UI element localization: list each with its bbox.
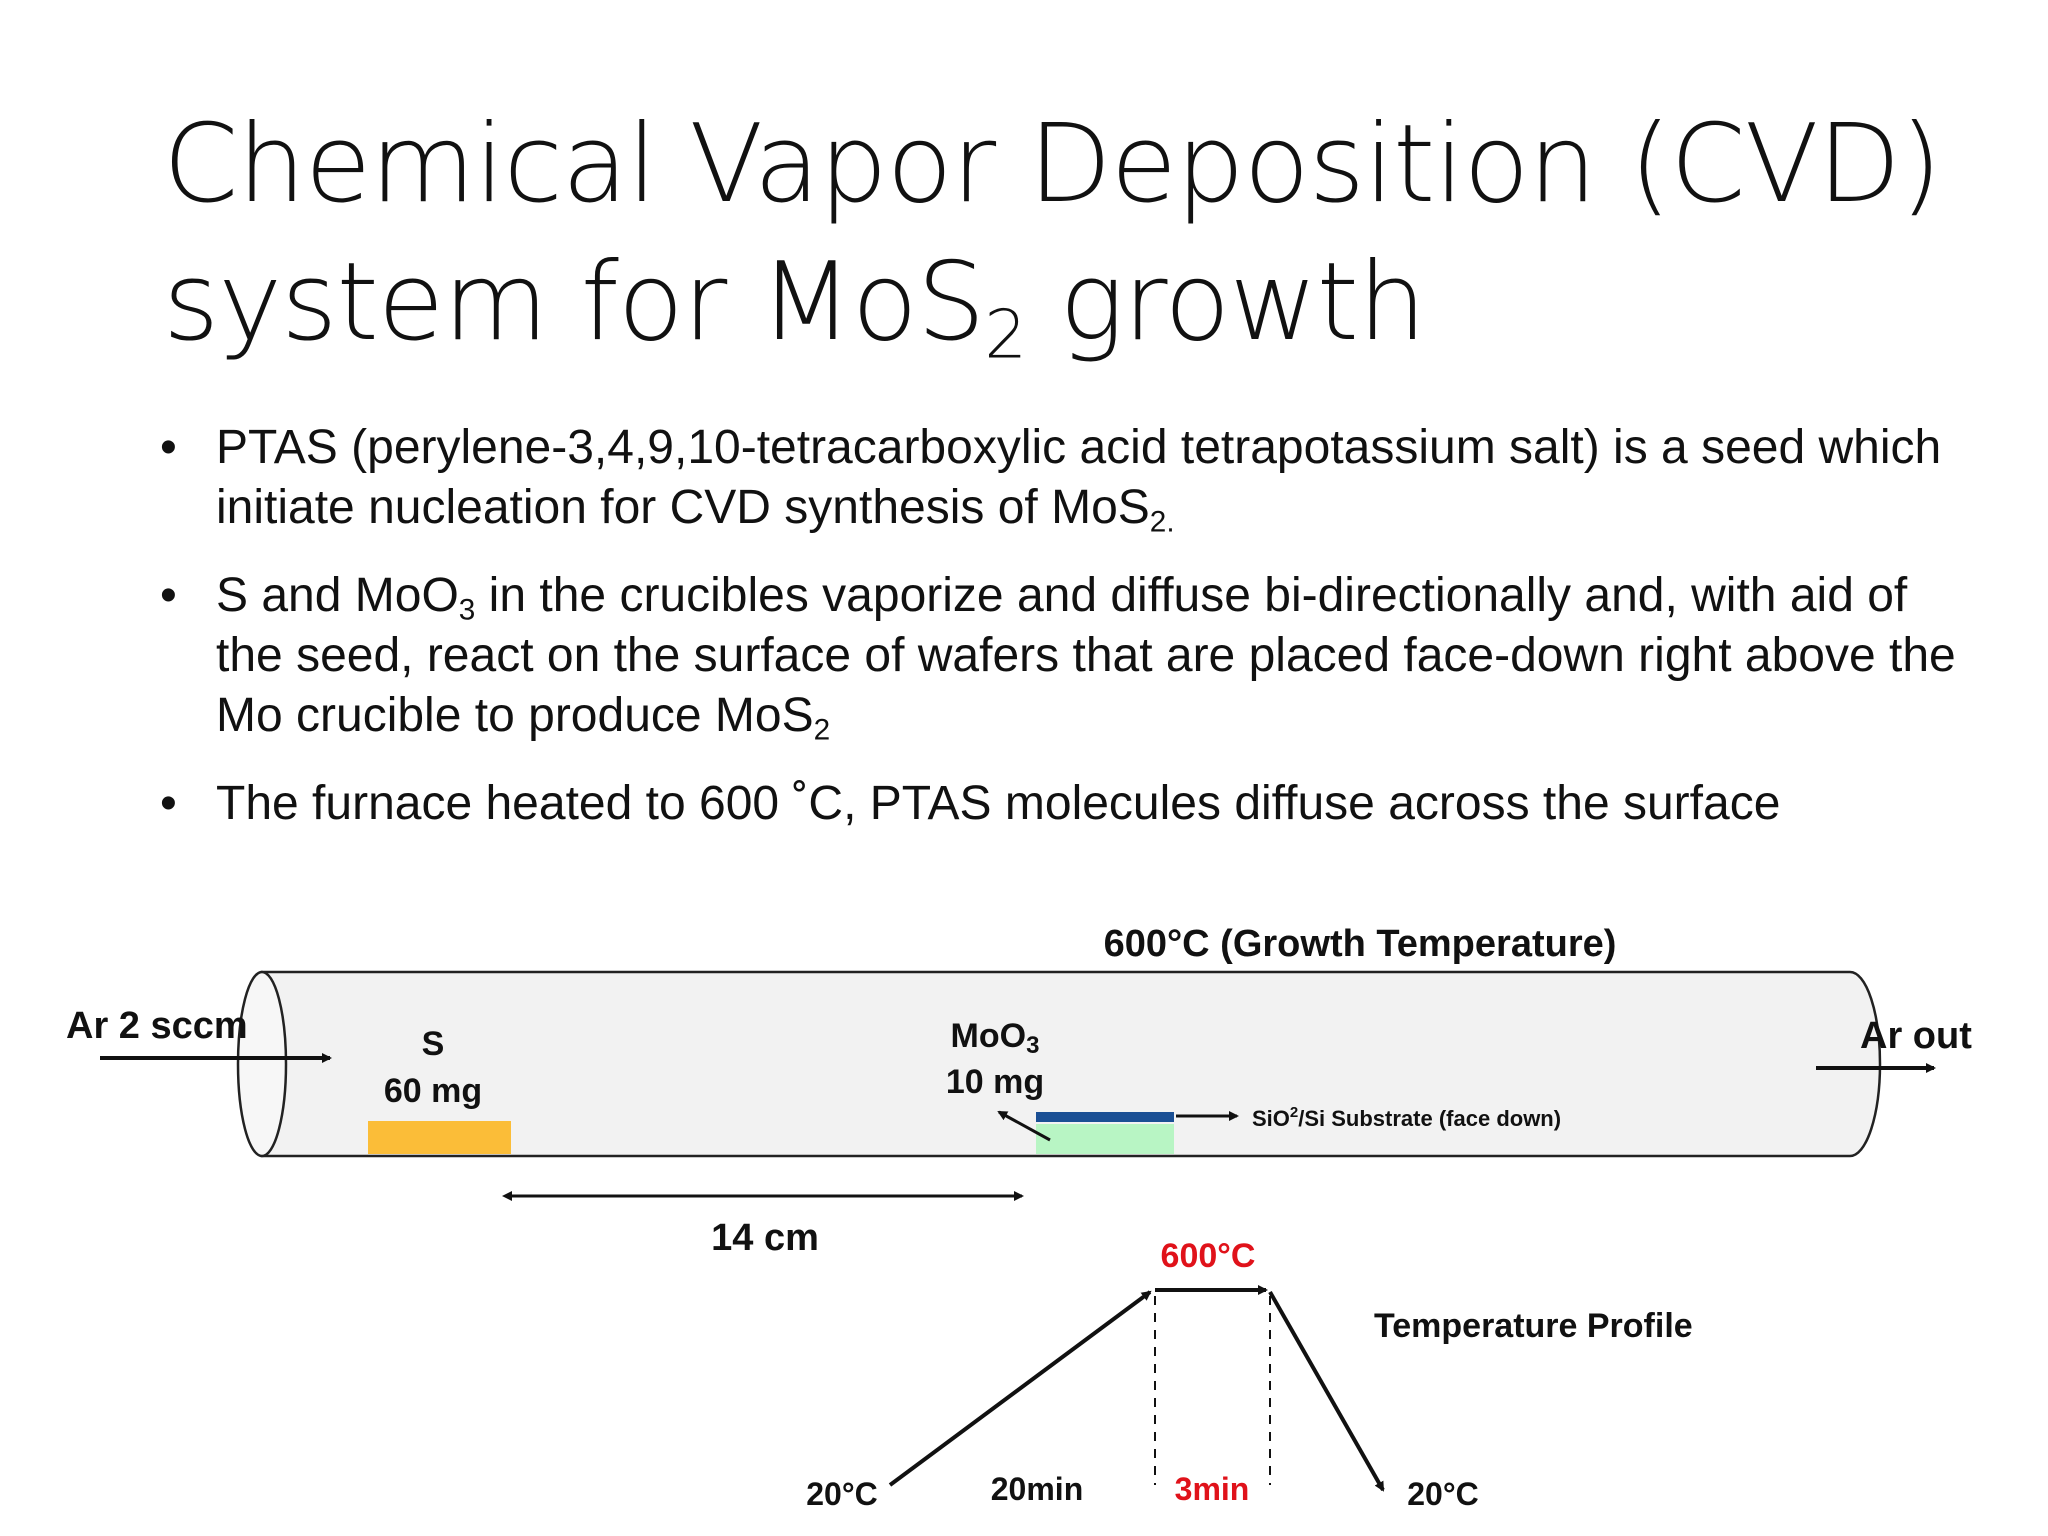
tube-inlet-end	[236, 970, 288, 1158]
slide-title: Chemical Vapor Deposition (CVD) system f…	[163, 96, 1963, 372]
bullet-item: • The furnace heated to 600 ˚C, PTAS mol…	[160, 774, 1960, 834]
distance-label: 14 cm	[711, 1217, 819, 1259]
substrate-wafer	[1036, 1112, 1174, 1122]
ramp-up-line	[888, 1290, 1152, 1487]
cvd-diagram: 600°C (Growth Temperature) Ar 2 sccm Ar …	[66, 923, 1972, 1512]
hold-duration-label: 3min	[1175, 1471, 1250, 1507]
bullet-text: S and MoO3 in the crucibles vaporize and…	[216, 569, 1956, 747]
s-source-mass: 60 mg	[384, 1072, 482, 1110]
s-source-label: S	[422, 1025, 445, 1063]
peak-temperature-label: 600°C	[1161, 1237, 1256, 1275]
ar-outlet-label: Ar out	[1860, 1015, 1972, 1057]
title-line-2: system for MoS2 growth	[163, 240, 1426, 374]
bullet-dot-icon: •	[160, 777, 177, 830]
s-crucible	[368, 1121, 511, 1154]
ramp-duration-label: 20min	[991, 1471, 1083, 1507]
ar-inlet-label: Ar 2 sccm	[66, 1005, 248, 1047]
bullet-item: • PTAS (perylene-3,4,9,10-tetracarboxyli…	[160, 418, 1960, 538]
end-temperature-label: 20°C	[1407, 1476, 1479, 1512]
moo3-crucible	[1036, 1124, 1174, 1154]
bullet-item: • S and MoO3 in the crucibles vaporize a…	[160, 566, 1960, 746]
bullet-text: PTAS (perylene-3,4,9,10-tetracarboxylic …	[216, 421, 1942, 539]
start-temperature-label: 20°C	[806, 1476, 878, 1512]
bullet-dot-icon: •	[160, 569, 177, 622]
profile-title: Temperature Profile	[1374, 1307, 1693, 1345]
bullet-dot-icon: •	[160, 421, 177, 474]
temperature-profile: Temperature Profile 600°C 20°C 20min 3mi…	[806, 1237, 1692, 1512]
title-line-1: Chemical Vapor Deposition (CVD)	[163, 102, 1942, 227]
bullet-list: • PTAS (perylene-3,4,9,10-tetracarboxyli…	[160, 418, 1960, 862]
substrate-label: SiO2/Si Substrate (face down)	[1252, 1104, 1561, 1131]
growth-temperature-label: 600°C (Growth Temperature)	[1104, 923, 1617, 965]
bullet-text: The furnace heated to 600 ˚C, PTAS molec…	[216, 777, 1781, 830]
moo3-source-label: MoO3	[951, 1017, 1040, 1059]
cool-down-line	[1268, 1291, 1385, 1492]
vapor-arrow	[997, 1110, 1051, 1142]
moo3-source-mass: 10 mg	[946, 1063, 1044, 1101]
